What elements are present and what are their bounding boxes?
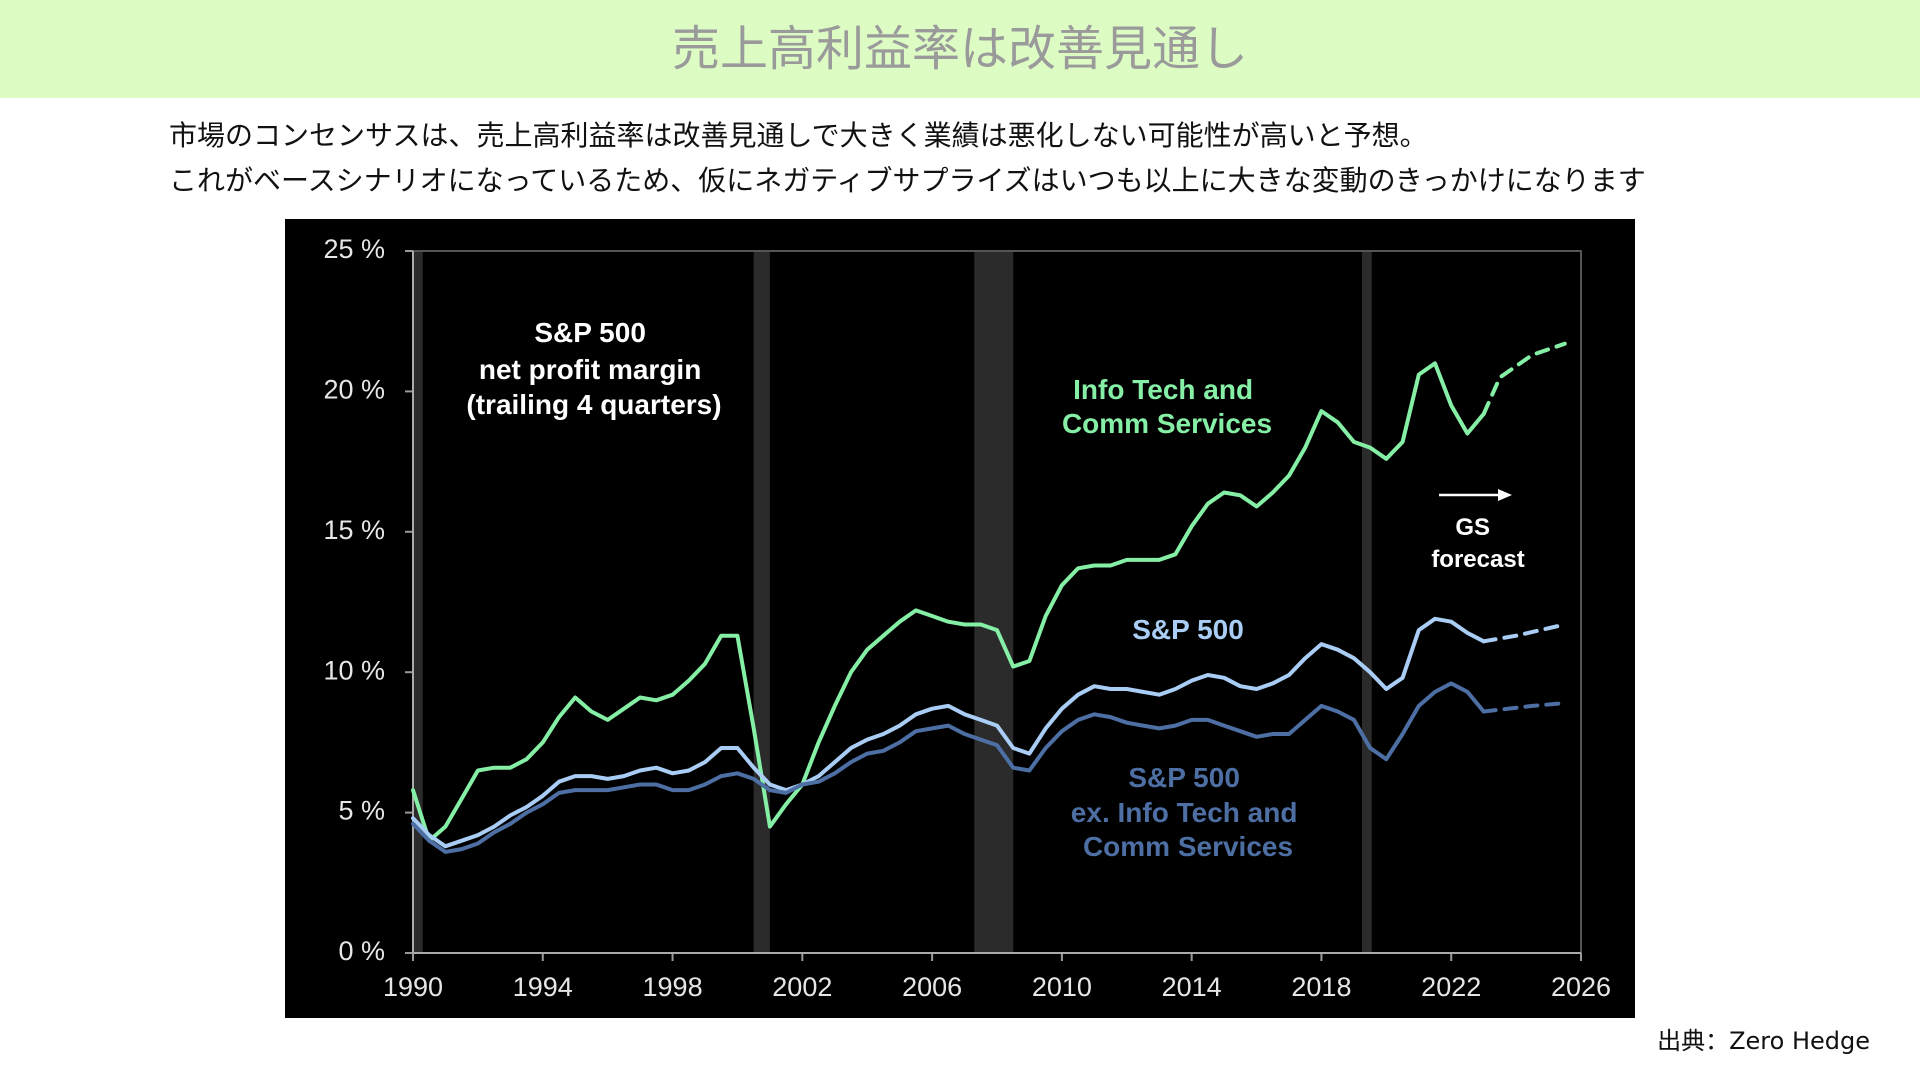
- series-label-line: S&P 500: [1128, 762, 1240, 793]
- series-label: S&P 500: [1132, 614, 1244, 645]
- header-band: [0, 0, 1920, 98]
- x-tick-label: 2006: [902, 972, 962, 1002]
- series-line: [411, 681, 1486, 854]
- x-tick-label: 2026: [1551, 972, 1611, 1002]
- y-tick-label: 20 %: [323, 375, 385, 405]
- series-line: [411, 616, 1486, 849]
- forecast-line: [1481, 622, 1567, 644]
- x-tick-label: 2014: [1162, 972, 1222, 1002]
- x-tick-label: 2018: [1291, 972, 1351, 1002]
- series-label-line: ex. Info Tech and: [1071, 797, 1298, 828]
- recession-band: [1362, 251, 1372, 953]
- x-tick-label: 2022: [1421, 972, 1481, 1002]
- series-line: [411, 361, 1486, 843]
- x-tick-label: 2010: [1032, 972, 1092, 1002]
- x-tick-label: 1998: [643, 972, 703, 1002]
- chart-title-line: (trailing 4 quarters): [466, 389, 721, 420]
- chart-title-line: net profit margin: [479, 354, 701, 385]
- chart-background: [285, 219, 1635, 1018]
- annotation-line: forecast: [1431, 546, 1524, 573]
- source: 出典：Zero Hedge: [1657, 1027, 1870, 1055]
- series-label-line: Comm Services: [1062, 408, 1272, 439]
- series-label-line: Comm Services: [1083, 831, 1293, 862]
- slide-title: 売上高利益率は改善見通し: [672, 21, 1248, 77]
- series-label: Info Tech and Comm Services: [1062, 374, 1272, 439]
- recession-band: [413, 251, 423, 953]
- chart-title: S&P 500 net profit margin (trailing 4 qu…: [466, 317, 721, 420]
- y-tick-label: 0 %: [338, 936, 385, 966]
- y-tick-label: 5 %: [338, 796, 385, 826]
- series-label-line: Info Tech and: [1073, 374, 1253, 405]
- forecast-line: [1481, 701, 1567, 714]
- y-tick-label: 25 %: [323, 234, 385, 264]
- x-tick-label: 2002: [772, 972, 832, 1002]
- annotation-line: GS: [1455, 514, 1490, 541]
- series-label: S&P 500 ex. Info Tech and Comm Services: [1071, 762, 1305, 862]
- forecast-arrow-head: [1498, 489, 1512, 501]
- description-line: これがベースシナリオになっているため、仮にネガティブサプライズはいつも以上に大き…: [169, 164, 1646, 197]
- x-tick-label: 1994: [513, 972, 573, 1002]
- forecast-annotation: GS forecast: [1431, 514, 1524, 573]
- series-label-line: S&P 500: [1132, 614, 1244, 645]
- recession-band: [753, 251, 770, 953]
- description-line: 市場のコンセンサスは、売上高利益率は改善見通しで大きく業績は悪化しない可能性が高…: [169, 119, 1428, 152]
- x-tick-label: 1990: [383, 972, 443, 1002]
- forecast-line: [1481, 341, 1567, 416]
- plot: 0 % 5 % 10 % 15 % 20 % 25 % 1990 1994 1998 2002 20…: [323, 234, 1611, 1002]
- recession-band: [974, 251, 1014, 953]
- y-tick-label: 15 %: [323, 515, 385, 545]
- y-tick-label: 10 %: [323, 655, 385, 685]
- chart-title-line: S&P 500: [534, 317, 646, 348]
